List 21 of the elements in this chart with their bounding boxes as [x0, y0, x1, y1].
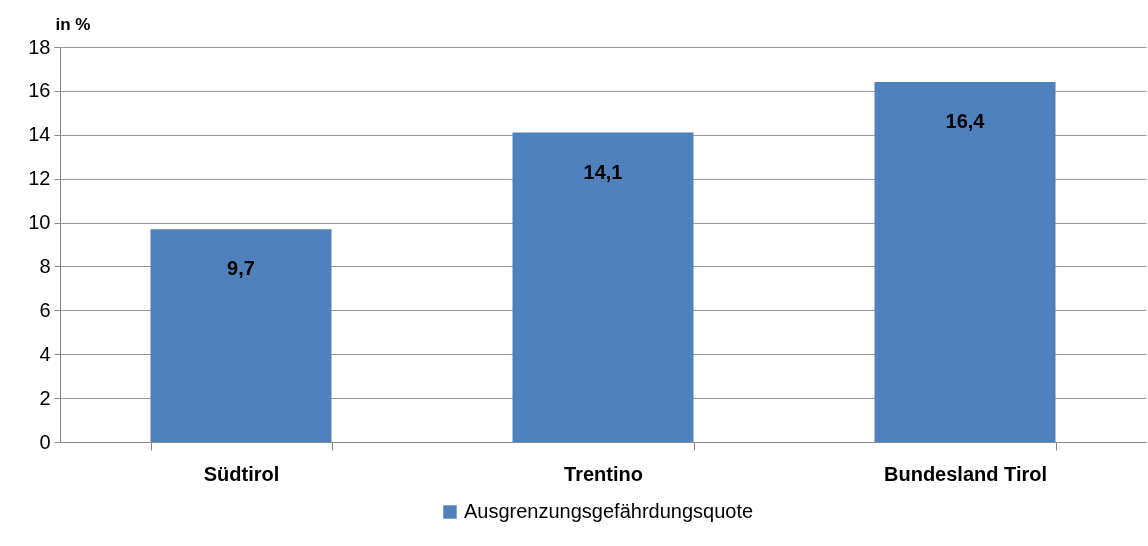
data-label: 16,4	[945, 110, 986, 133]
y-tick-label: 0	[39, 430, 51, 453]
y-tick-label: 10	[28, 211, 51, 234]
y-tick-label: 16	[28, 79, 51, 102]
x-tick-label: Trentino	[564, 462, 643, 485]
data-label: 9,7	[227, 257, 255, 280]
y-tick-label: 8	[39, 254, 51, 277]
y-tick-label: 18	[28, 35, 51, 58]
y-tick-label: 6	[39, 298, 51, 321]
legend-label: Ausgrenzungsgefährdungsquote	[464, 500, 754, 522]
y-tick-label: 12	[28, 167, 51, 190]
y-tick-label: 14	[28, 123, 51, 146]
y-axis-title: in %	[55, 14, 91, 34]
y-tick-label: 2	[39, 386, 51, 409]
y-tick-label: 4	[39, 342, 51, 365]
data-label: 14,1	[583, 160, 623, 183]
bar	[874, 82, 1056, 442]
x-tick-label: Bundesland Tirol	[884, 462, 1047, 485]
bar	[512, 132, 694, 442]
bar	[150, 229, 332, 442]
x-tick-label: Südtirol	[203, 462, 280, 485]
